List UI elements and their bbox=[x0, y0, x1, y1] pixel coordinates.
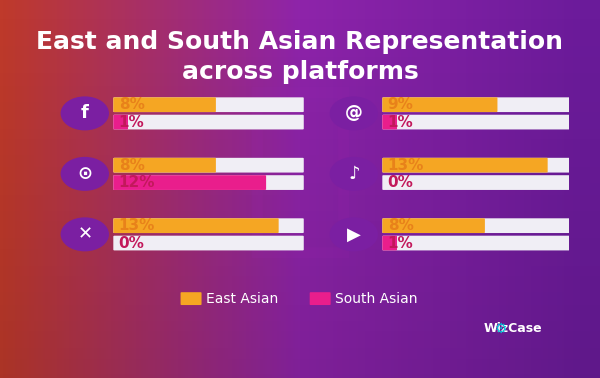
Text: 🗺: 🗺 bbox=[242, 76, 358, 264]
Circle shape bbox=[329, 96, 378, 130]
Text: 8%: 8% bbox=[119, 97, 145, 112]
FancyBboxPatch shape bbox=[113, 175, 266, 190]
FancyBboxPatch shape bbox=[310, 292, 331, 305]
Text: 1%: 1% bbox=[388, 235, 413, 251]
FancyBboxPatch shape bbox=[382, 115, 573, 129]
FancyBboxPatch shape bbox=[113, 218, 304, 233]
FancyBboxPatch shape bbox=[113, 236, 304, 250]
Text: 8%: 8% bbox=[119, 158, 145, 173]
Text: 0%: 0% bbox=[388, 175, 413, 190]
Text: 9%: 9% bbox=[388, 97, 413, 112]
FancyBboxPatch shape bbox=[382, 115, 397, 129]
FancyBboxPatch shape bbox=[113, 158, 304, 172]
Text: ♪: ♪ bbox=[348, 165, 359, 183]
Text: WizCase: WizCase bbox=[484, 322, 542, 335]
FancyBboxPatch shape bbox=[113, 97, 216, 112]
Text: 13%: 13% bbox=[388, 158, 424, 173]
FancyBboxPatch shape bbox=[181, 292, 202, 305]
Text: 1%: 1% bbox=[119, 115, 145, 130]
Text: 8%: 8% bbox=[388, 218, 413, 233]
Text: South Asian: South Asian bbox=[335, 291, 418, 306]
Text: 1%: 1% bbox=[388, 115, 413, 130]
FancyBboxPatch shape bbox=[382, 158, 573, 172]
Circle shape bbox=[329, 217, 378, 251]
Text: @: @ bbox=[345, 104, 363, 122]
Circle shape bbox=[329, 157, 378, 191]
FancyBboxPatch shape bbox=[382, 158, 548, 172]
Circle shape bbox=[61, 96, 109, 130]
FancyBboxPatch shape bbox=[113, 115, 128, 129]
Text: ▶: ▶ bbox=[347, 225, 361, 243]
FancyBboxPatch shape bbox=[113, 218, 278, 233]
FancyBboxPatch shape bbox=[113, 97, 304, 112]
Text: East and South Asian Representation
across platforms: East and South Asian Representation acro… bbox=[37, 30, 563, 84]
FancyBboxPatch shape bbox=[382, 236, 573, 250]
Text: East Asian: East Asian bbox=[206, 291, 278, 306]
FancyBboxPatch shape bbox=[382, 218, 485, 233]
Text: 13%: 13% bbox=[119, 218, 155, 233]
FancyBboxPatch shape bbox=[382, 218, 573, 233]
Text: ✕: ✕ bbox=[77, 225, 92, 243]
FancyBboxPatch shape bbox=[382, 97, 497, 112]
FancyBboxPatch shape bbox=[113, 115, 304, 129]
FancyBboxPatch shape bbox=[113, 158, 216, 172]
FancyBboxPatch shape bbox=[382, 236, 397, 250]
Circle shape bbox=[61, 217, 109, 251]
Text: ⊙: ⊙ bbox=[77, 165, 92, 183]
Text: f: f bbox=[81, 104, 89, 122]
Text: 0%: 0% bbox=[119, 235, 145, 251]
Circle shape bbox=[61, 157, 109, 191]
Text: 12%: 12% bbox=[119, 175, 155, 190]
FancyBboxPatch shape bbox=[382, 97, 573, 112]
FancyBboxPatch shape bbox=[382, 175, 573, 190]
Text: ⚙: ⚙ bbox=[494, 322, 507, 336]
FancyBboxPatch shape bbox=[113, 175, 304, 190]
